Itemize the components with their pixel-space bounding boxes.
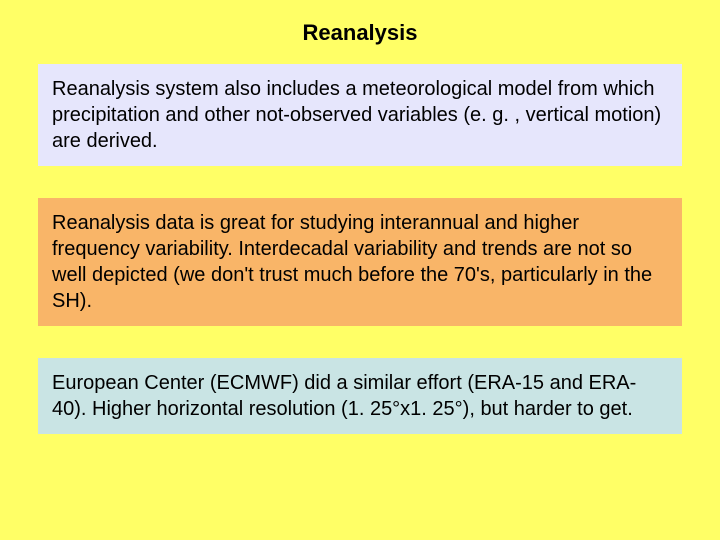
box-text-3: European Center (ECMWF) did a similar ef… xyxy=(52,372,636,420)
box-text-1: Reanalysis system also includes a meteor… xyxy=(52,78,661,152)
content-box-3: European Center (ECMWF) did a similar ef… xyxy=(38,358,682,434)
slide-title: Reanalysis xyxy=(38,20,682,46)
content-box-1: Reanalysis system also includes a meteor… xyxy=(38,64,682,166)
slide-container: Reanalysis Reanalysis system also includ… xyxy=(0,0,720,540)
box-text-2: Reanalysis data is great for studying in… xyxy=(52,212,652,312)
content-box-2: Reanalysis data is great for studying in… xyxy=(38,198,682,326)
